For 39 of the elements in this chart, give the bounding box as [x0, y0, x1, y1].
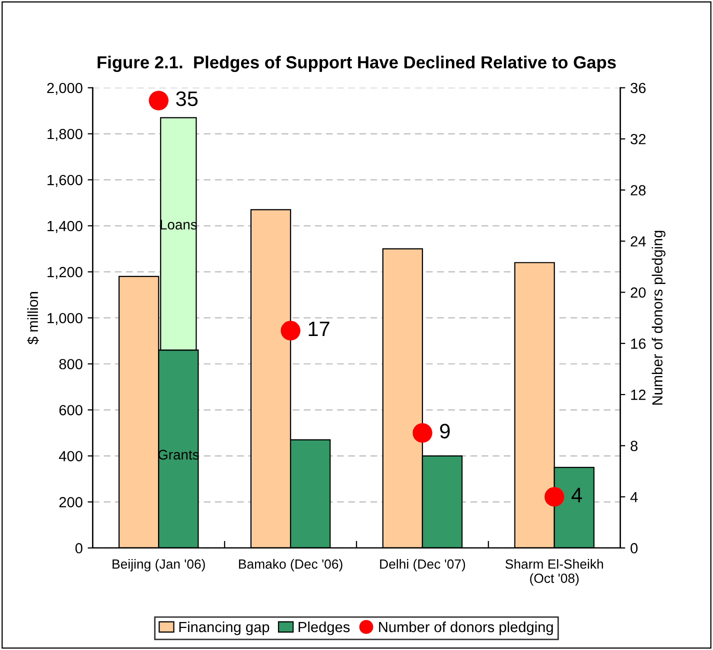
x-tick-label: Sharm El-Sheikh (Oct '08) — [505, 559, 603, 586]
y2-tick-label: 32 — [630, 134, 646, 144]
y-tick-label: 2,000 — [47, 82, 82, 95]
y2-tick-label: 20 — [630, 287, 646, 298]
point — [544, 486, 564, 507]
y2-tick-label: 24 — [630, 236, 646, 246]
x-tick-label: Bamako (Dec '06) — [239, 559, 342, 572]
y2-tick-label: 0 — [630, 543, 638, 554]
data-label: 9 — [440, 424, 450, 438]
point — [148, 90, 168, 110]
y2-tick-label: 36 — [630, 82, 646, 94]
y-tick-label: 800 — [59, 358, 82, 370]
y-tick-label: 600 — [59, 404, 82, 416]
legend-label: Number of donors pledging — [379, 621, 553, 636]
y-tick-label: 1,600 — [48, 174, 82, 187]
chart-title: Figure 2.1. Pledges of Support Have Declined Relative to Gaps — [98, 56, 616, 72]
data-label: 17 — [308, 322, 330, 336]
legend-label: Pledges — [298, 621, 350, 636]
y2-tick-label: 4 — [630, 492, 638, 502]
y2-axis-title: Number of donors pledging — [652, 230, 666, 405]
y-tick-label: 1,800 — [48, 128, 82, 141]
x-tick-label: Beijing (Jan '06) — [112, 559, 205, 572]
y-tick-label: 1,000 — [48, 312, 82, 325]
y2-tick-label: 8 — [630, 440, 638, 452]
y-tick-label: 0 — [75, 543, 82, 554]
y-axis-title: $ million — [27, 292, 39, 344]
data-label: 35 — [176, 91, 198, 106]
x-tick-label: Delhi (Dec '07) — [380, 559, 466, 572]
y-tick-label: 400 — [58, 451, 82, 462]
y-tick-label: 1,200 — [48, 266, 82, 279]
legend-label: Financing gap — [179, 621, 270, 636]
y2-tick-label: 28 — [630, 185, 646, 196]
y-tick-label: 1,400 — [48, 220, 82, 233]
y-tick-label: 200 — [59, 497, 82, 508]
point — [412, 423, 432, 443]
y2-tick-label: 12 — [631, 390, 646, 400]
point — [280, 320, 300, 340]
y2-tick-label: 16 — [631, 338, 646, 349]
data-label: 4 — [572, 488, 582, 502]
